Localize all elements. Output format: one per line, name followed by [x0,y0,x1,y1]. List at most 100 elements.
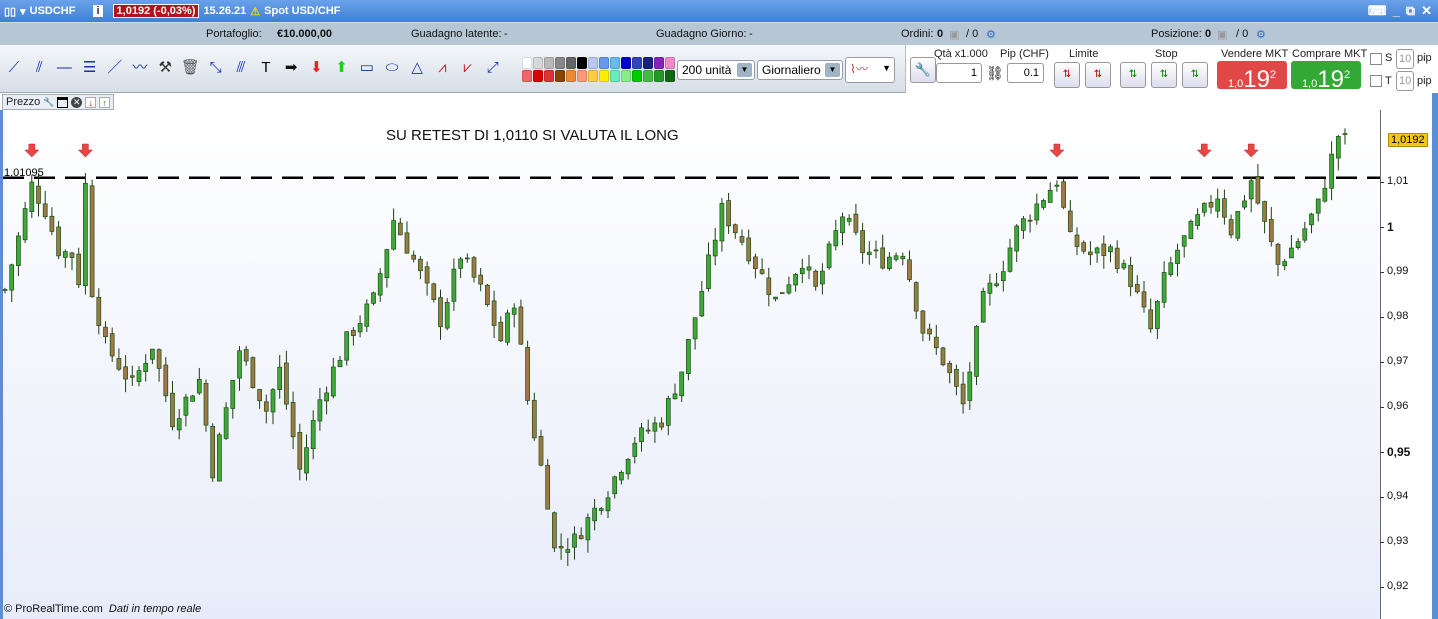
orders-gear-icon[interactable]: ⚙ [986,29,996,41]
horizontal-line-icon[interactable]: — [56,59,72,76]
color-swatch[interactable] [566,70,576,82]
units-select[interactable]: 200 unità ▼ [677,60,755,80]
color-swatch[interactable] [621,70,631,82]
chart-type-icon[interactable]: ▯▯ [4,5,17,18]
trend-line-icon[interactable]: ⟋ [8,59,20,76]
candle-down [1262,201,1267,222]
arrow-down-red-icon[interactable]: ⬇ [310,59,323,76]
stop-order-alt-button[interactable]: ⇅ [1151,62,1177,88]
color-swatch[interactable] [643,57,653,69]
color-swatch[interactable] [577,57,587,69]
symbol-name[interactable]: USDCHF [29,5,76,17]
candle-up [1168,262,1174,276]
color-swatch[interactable] [577,70,587,82]
color-swatch[interactable] [643,70,653,82]
move-up-icon[interactable]: ↑ [99,96,111,108]
triangle-icon[interactable]: △ [411,59,423,76]
take-profit-checkbox[interactable] [1370,75,1382,87]
color-swatch[interactable] [610,70,620,82]
stop-order-alt2-button[interactable]: ⇅ [1182,62,1208,88]
color-swatch[interactable] [610,57,620,69]
pip-input[interactable]: 0.1 [1007,63,1044,83]
link-icon[interactable]: ⛓ [986,65,1004,81]
color-swatch[interactable] [544,57,554,69]
indicators-button[interactable]: ⌇〰 ▼ [845,57,895,83]
trash-icon[interactable]: 🗑 [180,59,200,76]
rectangle-icon[interactable]: ▭ [359,59,374,76]
close-position-icon[interactable]: ▣ [1217,29,1228,41]
close-orders-icon[interactable]: ▣ [949,29,960,41]
color-swatch[interactable] [522,57,532,69]
color-swatch[interactable] [533,57,543,69]
color-swatch[interactable] [522,70,532,82]
stop-pips-input[interactable]: 10 [1396,49,1414,69]
minimize-button[interactable]: _ [1392,3,1400,18]
text-icon[interactable]: T [261,59,271,76]
period-select[interactable]: Giornaliero ▼ [757,60,843,80]
regression-icon[interactable]: 〰 [132,59,148,76]
position-gear-icon[interactable]: ⚙ [1256,29,1266,41]
keyboard-icon[interactable]: ⌨ [1367,3,1387,18]
wrench-icon[interactable]: 🔧 [910,57,936,83]
chevron-down-icon[interactable]: ▼ [825,63,840,77]
restore-button[interactable]: ⧉ [1405,3,1416,18]
stop-order-button[interactable]: ⇅ [1120,62,1146,88]
wrench-icon[interactable]: 🔧 [43,96,55,107]
candle-up [344,331,350,361]
settings-tools-icon[interactable]: ⚒ [158,59,172,76]
stop-loss-checkbox[interactable] [1370,53,1382,65]
arrow-up-green-icon[interactable]: ⬆ [335,59,348,76]
color-swatch[interactable] [566,57,576,69]
fibonacci-icon[interactable]: ☰ [82,59,97,76]
color-swatch[interactable] [665,57,675,69]
color-swatch[interactable] [632,70,642,82]
chevron-down-icon[interactable]: ▼ [737,63,752,77]
measure-icon[interactable]: ⤢ [486,59,499,76]
channel-icon[interactable]: ⫽ [35,59,43,76]
limit-order-button[interactable]: ⇅ [1054,62,1080,88]
color-swatch[interactable] [621,57,631,69]
color-swatch[interactable] [555,70,565,82]
color-swatch[interactable] [599,70,609,82]
qty-input[interactable]: 1 [936,63,982,83]
candle-down [960,383,966,405]
close-button[interactable]: ✕ [1421,3,1432,18]
color-swatch[interactable] [665,70,675,82]
chevron-down-icon[interactable]: ▼ [882,63,891,73]
color-swatch[interactable] [588,57,598,69]
warning-icon: ⚠ [250,5,261,18]
color-swatch[interactable] [555,57,565,69]
limit-order-alt-button[interactable]: ⇅ [1085,62,1111,88]
s-label: S [1385,52,1393,64]
pattern-2-icon[interactable]: ⩗ [463,59,472,76]
target-pips-input[interactable]: 10 [1396,71,1414,91]
price-chart[interactable]: Prezzo 🔧 ✕ ↓ ↑ SU RETEST DI 1,0110 SI VA… [0,93,1432,619]
candle-up [1054,184,1060,187]
price-axis[interactable]: 1,01 1 0,99 0,98 0,97 0,96 0,95 0,94 0,93 0,92 1,0… [1379,110,1432,619]
chevron-down-icon[interactable]: ▾ [20,5,26,18]
point-icon[interactable]: ⤡ [209,59,222,76]
parallel-icon[interactable]: ⫻ [236,59,246,76]
ellipse-icon[interactable]: ⬭ [385,59,399,76]
color-swatch[interactable] [588,70,598,82]
candle-down [726,200,731,227]
pattern-icon[interactable]: ⩘ [438,59,447,76]
info-icon[interactable]: i [93,5,103,17]
window-icon[interactable] [57,96,69,108]
close-icon[interactable]: ✕ [71,96,83,108]
color-swatch[interactable] [544,70,554,82]
color-swatch[interactable] [654,57,664,69]
buy-market-button[interactable]: 1,0192 [1291,61,1361,93]
segment-icon[interactable]: ／ [107,59,123,76]
candle-up [619,472,624,481]
candle-down [813,270,819,287]
color-swatch[interactable] [533,70,543,82]
arrow-right-icon[interactable]: ➡ [284,59,298,76]
candle-up [83,182,88,287]
color-swatch[interactable] [599,57,609,69]
sell-market-button[interactable]: 1,0192 [1217,61,1287,93]
candle-up [230,379,236,409]
move-down-icon[interactable]: ↓ [85,96,97,108]
color-swatch[interactable] [632,57,642,69]
color-swatch[interactable] [654,70,664,82]
